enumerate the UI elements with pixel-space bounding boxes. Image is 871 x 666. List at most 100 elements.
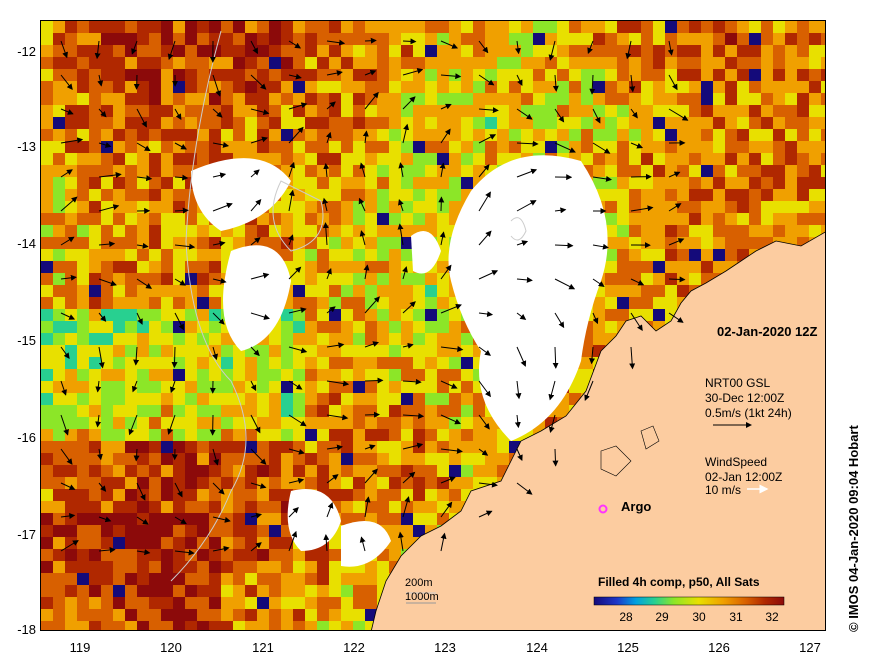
sst-cell: [65, 141, 77, 153]
sst-cell: [437, 429, 449, 441]
sst-cell: [401, 21, 413, 33]
current-vector: [440, 103, 452, 110]
sst-cell: [413, 189, 425, 201]
map-panel[interactable]: 02-Jan-2020 12Z NRT00 GSL 30-Dec 12:00Z …: [40, 20, 826, 631]
sst-cell: [725, 45, 737, 57]
sst-cell: [161, 285, 173, 297]
sst-cell: [185, 345, 197, 357]
current-vector: [131, 40, 138, 55]
current-vector: [478, 311, 494, 318]
sst-cell: [413, 273, 425, 285]
sst-cell: [377, 261, 389, 273]
sst-cell: [137, 189, 149, 201]
current-vector: [288, 507, 299, 518]
sst-cell: [137, 273, 149, 285]
sst-cell: [665, 141, 677, 153]
sst-cell: [269, 453, 281, 465]
sst-cell: [653, 309, 665, 321]
sst-cell: [557, 129, 569, 141]
sst-cell: [329, 93, 341, 105]
sst-cell: [605, 93, 617, 105]
sst-cell: [53, 141, 65, 153]
sst-cell: [53, 489, 65, 501]
sst-cell: [377, 33, 389, 45]
sst-cell: [53, 237, 65, 249]
sst-cell: [41, 153, 53, 165]
y-tick-label: -15: [17, 333, 36, 348]
current-vector: [60, 346, 70, 359]
sst-cell: [89, 69, 101, 81]
sst-cell: [389, 357, 401, 369]
sst-cell: [65, 297, 77, 309]
sst-cell: [281, 45, 293, 57]
sst-cell: [749, 33, 761, 45]
sst-cell: [257, 213, 269, 225]
sst-cell: [77, 369, 89, 381]
sst-cell: [125, 453, 137, 465]
sst-cell: [365, 453, 377, 465]
sst-cell: [101, 177, 113, 189]
sst-cell: [185, 225, 197, 237]
sst-cell: [257, 501, 269, 513]
sst-cell: [437, 213, 449, 225]
current-vector: [668, 238, 685, 246]
sst-cell: [233, 609, 245, 621]
sst-cell: [473, 165, 485, 177]
sst-cell: [41, 381, 53, 393]
sst-cell: [329, 57, 341, 69]
sst-cell: [785, 81, 797, 93]
sst-cell: [761, 93, 773, 105]
sst-cell: [593, 93, 605, 105]
sst-cell: [197, 117, 209, 129]
sst-cell: [389, 213, 401, 225]
sst-cell: [365, 93, 377, 105]
current-vector: [250, 380, 257, 392]
sst-cell: [389, 309, 401, 321]
sst-cell: [173, 261, 185, 273]
sst-cell: [293, 405, 305, 417]
sst-cell: [341, 609, 353, 621]
sst-cell: [305, 621, 317, 630]
current-scale: 0.5m/s (1kt 24h): [705, 406, 792, 420]
sst-cell: [749, 57, 761, 69]
colorbar-tick: 28: [619, 610, 633, 624]
sst-cell: [533, 141, 545, 153]
sst-cell: [161, 165, 173, 177]
sst-cell: [209, 441, 221, 453]
sst-cell: [185, 429, 197, 441]
sst-cell: [269, 393, 281, 405]
sst-cell: [233, 621, 245, 630]
sst-cell: [425, 513, 437, 525]
sst-cell: [137, 357, 149, 369]
sst-cell: [473, 441, 485, 453]
sst-cell: [113, 321, 125, 333]
current-vector: [440, 380, 458, 389]
current-vector: [440, 476, 456, 484]
sst-cell: [821, 153, 825, 165]
sst-cell: [413, 417, 425, 429]
sst-cell: [521, 129, 533, 141]
sst-cell: [737, 57, 749, 69]
sst-cell: [209, 369, 221, 381]
sst-cell: [389, 453, 401, 465]
sst-cell: [341, 249, 353, 261]
sst-cell: [269, 621, 281, 630]
sst-cell: [377, 561, 389, 573]
sst-cell: [377, 513, 389, 525]
sst-cell: [701, 81, 713, 93]
sst-cell: [149, 417, 161, 429]
sst-cell: [701, 177, 713, 189]
sst-cell: [41, 345, 53, 357]
sst-cell: [77, 177, 89, 189]
sst-cell: [281, 321, 293, 333]
sst-cell: [821, 69, 825, 81]
current-vector: [288, 266, 302, 280]
current-vector: [174, 207, 189, 214]
sst-cell: [401, 513, 413, 525]
sst-cell: [413, 357, 425, 369]
y-tick-label: -16: [17, 430, 36, 445]
sst-cell: [149, 105, 161, 117]
sst-cell: [317, 417, 329, 429]
sst-cell: [437, 453, 449, 465]
sst-cell: [401, 225, 413, 237]
